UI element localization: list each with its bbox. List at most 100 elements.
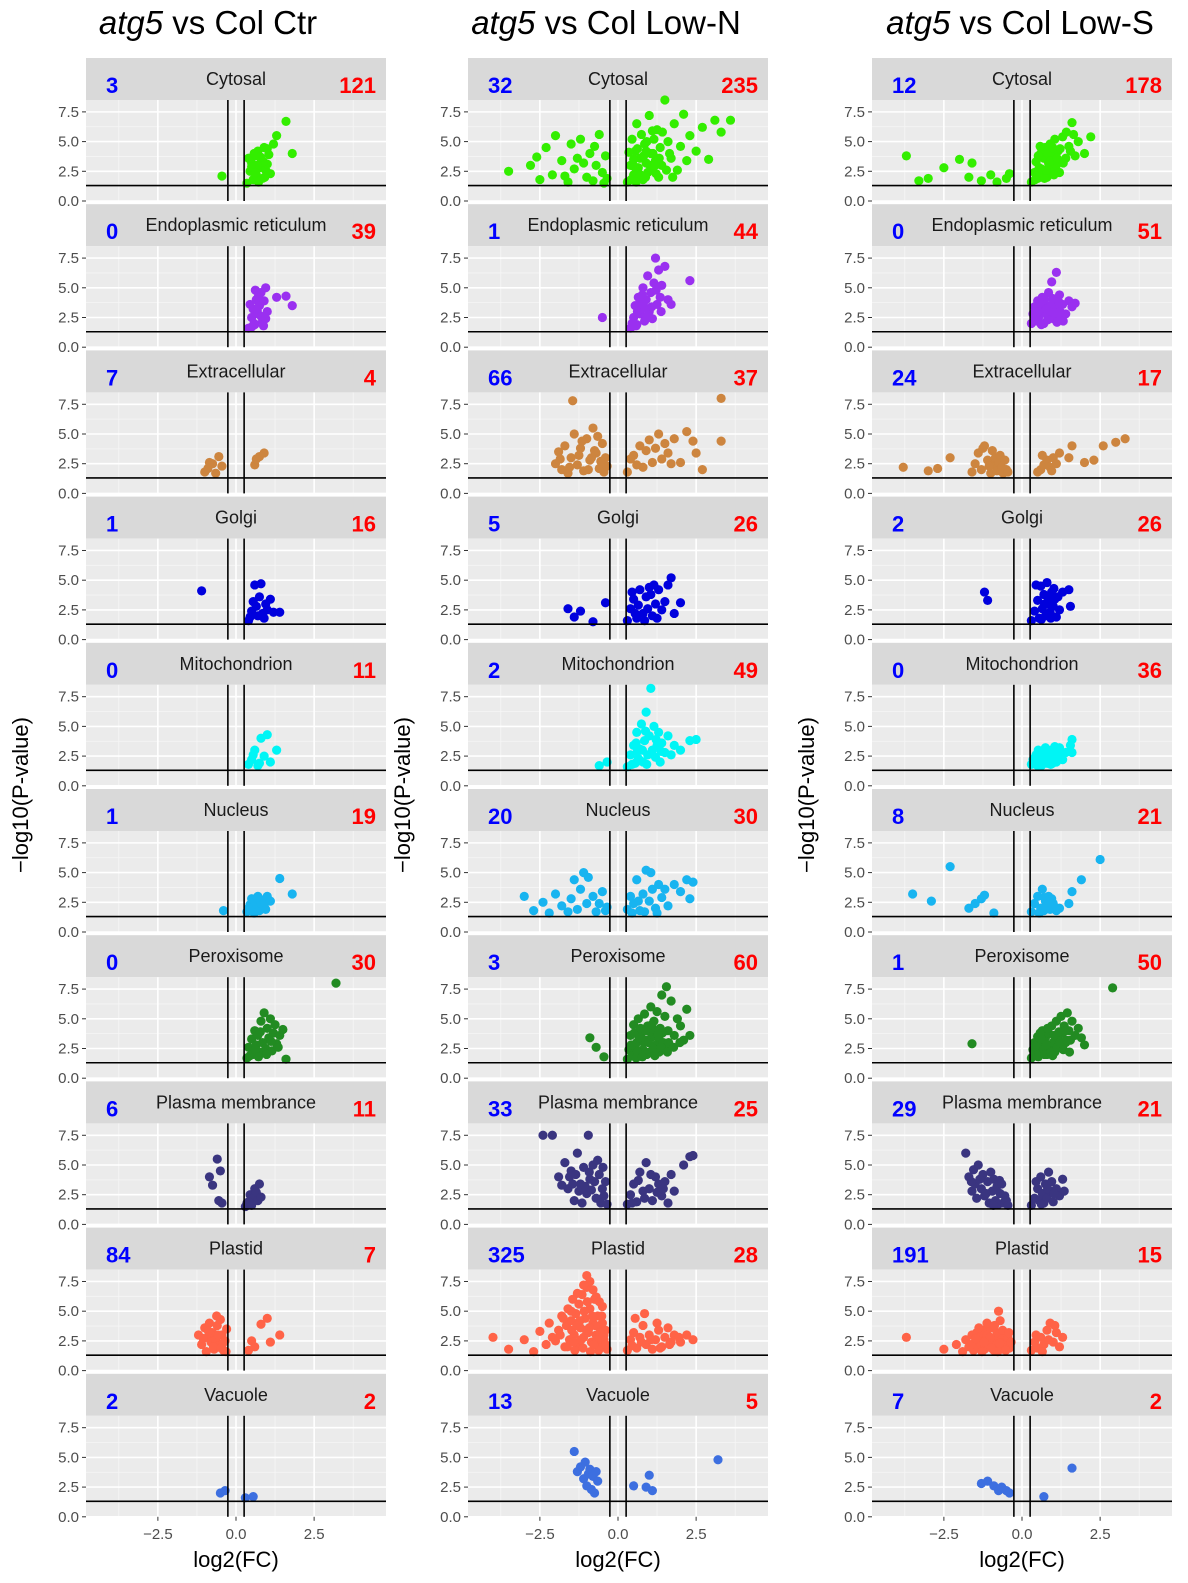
data-point bbox=[669, 434, 679, 444]
data-point bbox=[1049, 583, 1059, 594]
data-point bbox=[560, 171, 570, 181]
data-point bbox=[967, 1039, 977, 1049]
data-point bbox=[568, 1179, 578, 1189]
data-point bbox=[569, 164, 579, 174]
y-tick-label: 7.5 bbox=[58, 835, 79, 852]
data-point bbox=[669, 1030, 679, 1041]
data-point bbox=[656, 746, 666, 756]
data-point bbox=[262, 730, 272, 740]
data-point bbox=[632, 875, 642, 885]
data-point bbox=[655, 1343, 665, 1353]
panel-golgi: Golgi 5 26 0.0 2.5 5.0 7.5 bbox=[440, 496, 768, 649]
data-point bbox=[979, 1337, 989, 1347]
data-point bbox=[248, 750, 258, 760]
data-point bbox=[281, 1054, 291, 1064]
data-point bbox=[675, 745, 686, 755]
data-point bbox=[212, 1311, 222, 1321]
panel-title: Mitochondrion bbox=[965, 654, 1078, 674]
data-point bbox=[1029, 606, 1040, 616]
data-point bbox=[594, 761, 604, 771]
data-point bbox=[994, 1175, 1005, 1186]
data-point bbox=[1073, 1023, 1083, 1033]
panel-title: Endoplasmic reticulum bbox=[527, 215, 708, 235]
data-point bbox=[585, 1033, 595, 1043]
data-point bbox=[697, 465, 707, 475]
panel-strip bbox=[468, 58, 768, 100]
data-point bbox=[652, 613, 662, 623]
data-point bbox=[275, 873, 285, 884]
data-point bbox=[1067, 1463, 1077, 1473]
y-tick-label: 7.5 bbox=[440, 542, 461, 559]
data-point bbox=[632, 306, 642, 317]
panel-strip bbox=[468, 204, 768, 247]
data-point bbox=[989, 1320, 1000, 1331]
up-count: 51 bbox=[1138, 219, 1162, 244]
panel-strip bbox=[872, 204, 1172, 247]
data-point bbox=[1079, 457, 1090, 468]
down-count: 2 bbox=[106, 1389, 118, 1414]
data-point bbox=[256, 1192, 266, 1202]
y-tick-label: 5.0 bbox=[58, 134, 79, 151]
y-tick-label: 2.5 bbox=[440, 894, 461, 911]
y-tick-label: 2.5 bbox=[58, 309, 79, 326]
y-tick-label: 7.5 bbox=[440, 835, 461, 852]
data-point bbox=[594, 129, 604, 140]
data-point bbox=[967, 1186, 977, 1196]
data-point bbox=[586, 1185, 597, 1195]
y-tick-label: 7.5 bbox=[844, 1273, 865, 1290]
data-point bbox=[1030, 175, 1040, 185]
panel-strip bbox=[468, 1373, 768, 1416]
data-point bbox=[1054, 297, 1064, 307]
data-point bbox=[660, 1177, 670, 1187]
data-point bbox=[585, 1346, 596, 1357]
x-tick-label: 0.0 bbox=[226, 1526, 247, 1543]
data-point bbox=[250, 285, 260, 295]
data-point bbox=[663, 901, 673, 911]
y-tick-label: 5.0 bbox=[440, 572, 461, 589]
data-point bbox=[1036, 1199, 1046, 1209]
y-tick-label: 0.0 bbox=[58, 1070, 79, 1087]
data-point bbox=[1055, 144, 1065, 154]
y-tick-label: 0.0 bbox=[844, 778, 865, 795]
data-point bbox=[978, 443, 988, 453]
y-tick-label: 5.0 bbox=[58, 865, 79, 882]
data-point bbox=[560, 1158, 570, 1168]
up-count: 30 bbox=[352, 950, 376, 975]
data-point bbox=[970, 459, 980, 469]
data-point bbox=[1037, 1346, 1047, 1357]
x-tick-label: 0.0 bbox=[1012, 1526, 1033, 1543]
data-point bbox=[649, 134, 659, 144]
x-tick-label: −2.5 bbox=[143, 1526, 173, 1543]
data-point bbox=[961, 1148, 971, 1158]
data-point bbox=[933, 463, 943, 474]
data-point bbox=[1033, 595, 1043, 605]
x-axis-label: log2(FC) bbox=[193, 1547, 279, 1572]
down-count: 33 bbox=[488, 1096, 512, 1121]
data-point bbox=[535, 175, 545, 185]
down-count: 0 bbox=[106, 219, 118, 244]
y-tick-label: 7.5 bbox=[844, 396, 865, 413]
y-tick-label: 7.5 bbox=[58, 689, 79, 706]
data-point bbox=[538, 1130, 548, 1140]
data-point bbox=[1039, 599, 1050, 609]
y-tick-label: 5.0 bbox=[844, 1157, 865, 1174]
data-point bbox=[255, 152, 265, 162]
data-point bbox=[661, 165, 672, 175]
data-point bbox=[679, 109, 689, 119]
data-point bbox=[574, 1186, 584, 1196]
data-point bbox=[574, 1299, 584, 1309]
data-point bbox=[622, 467, 632, 477]
data-point bbox=[636, 719, 647, 729]
data-point bbox=[1058, 316, 1068, 326]
data-point bbox=[625, 454, 636, 464]
up-count: 21 bbox=[1138, 1096, 1162, 1121]
data-point bbox=[636, 129, 647, 140]
data-point bbox=[1047, 277, 1057, 287]
panel-endoplasmic-reticulum: Endoplasmic reticulum 0 39 0.0 2.5 5.0 7.5 bbox=[58, 204, 386, 356]
data-point bbox=[1111, 437, 1121, 447]
panel-peroxisome: Peroxisome 0 30 0.0 2.5 5.0 7.5 bbox=[58, 935, 386, 1087]
data-point bbox=[272, 745, 282, 755]
data-point bbox=[1043, 1335, 1054, 1345]
data-point bbox=[669, 879, 679, 890]
y-tick-label: 5.0 bbox=[58, 1011, 79, 1028]
